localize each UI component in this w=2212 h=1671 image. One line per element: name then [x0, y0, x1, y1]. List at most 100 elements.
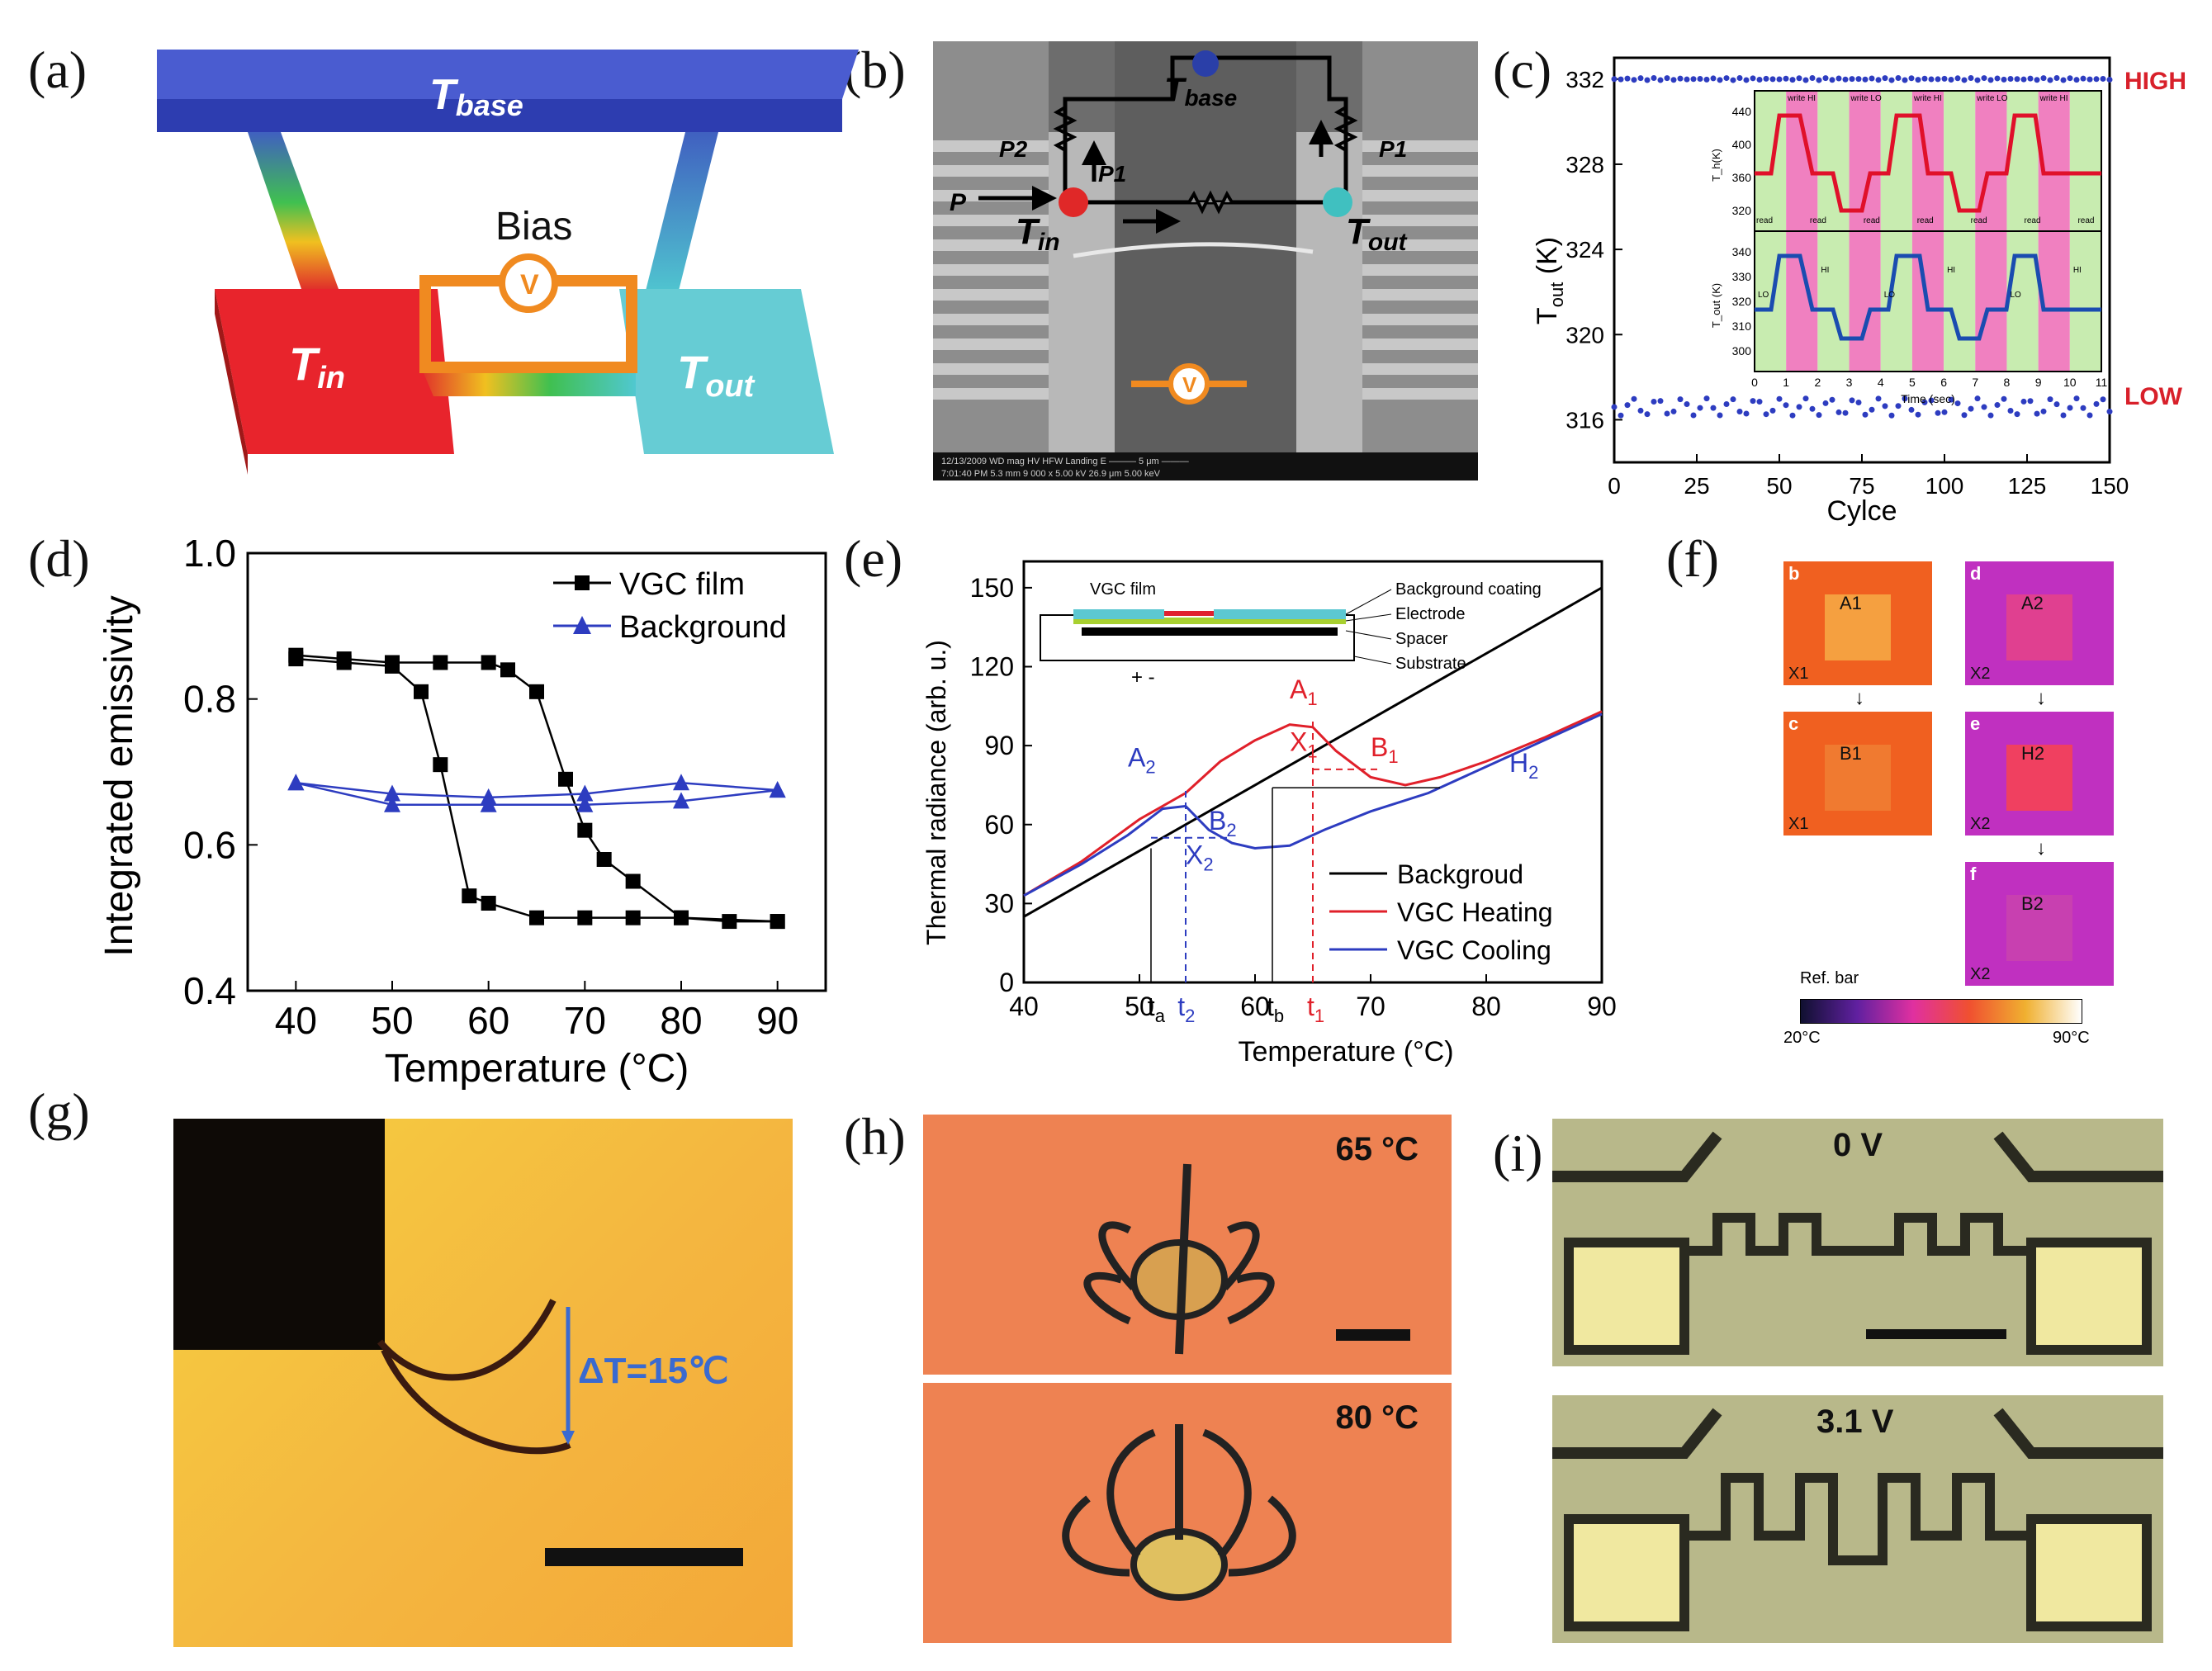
c-xtick-label: 50 [1766, 473, 1792, 499]
d-marker [673, 774, 689, 791]
c-low-point [1763, 411, 1769, 418]
c-high-point [1974, 77, 1981, 83]
c-low-point [1789, 412, 1796, 419]
arrow-b-c: ↓ [1854, 687, 1864, 709]
arrow-e-f: ↓ [2036, 837, 2046, 859]
d-marker [433, 757, 448, 773]
c-low-point [1756, 399, 1763, 405]
c-high-point [2060, 77, 2067, 83]
c-low-point [1981, 404, 1987, 410]
c-high-point [2086, 76, 2093, 83]
c-low-point [1849, 397, 1855, 404]
c-low-point [1717, 412, 1723, 419]
e-label-b2: B2 [1209, 806, 1237, 840]
c-high-point [1723, 75, 1730, 82]
c-high-point [1644, 77, 1651, 83]
c-low-point [1809, 405, 1816, 412]
c-high-point [1994, 75, 2001, 82]
c-high-point [1987, 77, 1994, 83]
c-high-point [1684, 76, 1690, 83]
inset-vgc-film: VGC film [1090, 580, 1156, 599]
d-marker [722, 914, 737, 930]
c-high-point [1915, 77, 1921, 83]
d-marker [384, 784, 400, 802]
inset-electrode: Electrode [1395, 605, 1466, 623]
c-xtick-label: 150 [2091, 473, 2129, 499]
c-low-point [1624, 402, 1631, 409]
e-ytick-label: 60 [984, 810, 1014, 840]
t-base-bar-front [157, 99, 842, 132]
inset-xtick: 6 [1940, 376, 1947, 389]
inset-read-label: read [1756, 216, 1773, 225]
inset-spacer: Spacer [1395, 630, 1448, 648]
inset-bottom-ytick: 320 [1732, 295, 1752, 308]
b-p1b-label: P1 [1379, 136, 1407, 162]
resistor-left [1053, 106, 1078, 152]
chart-e-ylabel: Thermal radiance (arb. u.) [921, 640, 951, 945]
inset-state-label: HI [1947, 266, 1955, 275]
c-ytick-label: 324 [1565, 237, 1604, 263]
inset-write-label: write HI [1913, 94, 1942, 103]
c-high-point [1809, 75, 1816, 82]
c-low-point [1657, 398, 1664, 405]
c-high-point [1948, 77, 1954, 83]
c-low-point [1921, 399, 1928, 405]
d-marker [576, 784, 594, 802]
c-high-point [2027, 75, 2034, 82]
c-high-point [1769, 76, 1776, 83]
inset-read-label: read [2025, 216, 2041, 225]
d-xtick-label: 50 [371, 999, 413, 1042]
d-marker [673, 792, 689, 809]
voltage-3-1: 3.1 V [1816, 1404, 1894, 1440]
thermal-cell-c: c B1 X1 [1783, 712, 1932, 836]
c-high-point [1902, 77, 1908, 83]
c-high-point [2034, 77, 2040, 83]
c-low-point [1611, 404, 1618, 410]
c-high-point [1869, 75, 1875, 82]
legend-background: Background [619, 610, 787, 645]
c-xtick-label: 100 [1925, 473, 1964, 499]
d-xtick-label: 90 [756, 999, 798, 1042]
c-low-point [1697, 405, 1703, 411]
d-marker [625, 910, 641, 925]
bias-label: Bias [495, 205, 572, 249]
c-xtick-label: 0 [1608, 473, 1621, 499]
voltmeter-b [1168, 363, 1210, 405]
svg-text:Tbase: Tbase [1164, 72, 1237, 111]
c-high-point [1756, 77, 1763, 83]
c-low-point [2106, 409, 2113, 415]
t-base-label: T [429, 71, 459, 119]
c-high-point [1981, 75, 1987, 82]
c-low-point [1776, 395, 1783, 402]
arrow-d-e: ↓ [2036, 687, 2046, 709]
c-low-point [1835, 409, 1842, 415]
c-low-point [1974, 395, 1981, 402]
inset-out-trace [1755, 253, 2101, 341]
c-low-point [2060, 412, 2067, 419]
legend-vgc-cooling: VGC Cooling [1397, 935, 1551, 965]
e-label-h2: H2 [1509, 748, 1538, 783]
voltmeter-a [499, 253, 558, 313]
inset-xtick: 9 [2035, 376, 2042, 389]
t-out-label: T [677, 346, 709, 398]
d-line-cooling [296, 782, 778, 806]
inset-write-label: write HI [1787, 94, 1816, 103]
c-high-point [1703, 76, 1710, 83]
c-low-point [1829, 396, 1835, 403]
c-high-point [1618, 76, 1624, 83]
c-high-point [2047, 77, 2053, 83]
inset-xtick: 7 [1972, 376, 1978, 389]
left-comb [933, 140, 1049, 400]
e-xtick-label: 80 [1471, 992, 1501, 1021]
panel-i-bottom: 3.1 V [1552, 1395, 2163, 1643]
d-marker [433, 655, 448, 670]
c-low-point [1631, 395, 1637, 402]
panel-label-e: (e) [844, 529, 903, 588]
chart-d: 0.4 0.6 0.8 1.0 40 50 60 70 80 90 Integrated emis… [97, 532, 827, 1090]
inset-bottom-ytick: 330 [1732, 270, 1752, 283]
b-t-out-sub: out [1368, 229, 1409, 256]
c-high-point [1802, 77, 1809, 83]
panel-a-schematic: Tbase Tin Tout V Bias [157, 50, 859, 475]
c-high-point [1631, 77, 1637, 83]
e-xtick-label: 50 [1125, 992, 1154, 1021]
